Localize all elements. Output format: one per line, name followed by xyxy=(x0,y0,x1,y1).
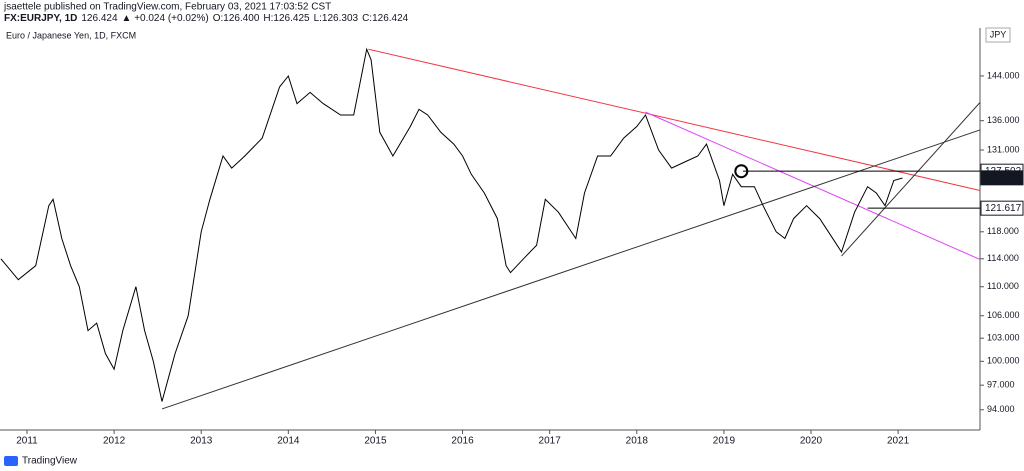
quote-item: H:126.425 xyxy=(263,13,310,24)
y-tick-label: 114.000 xyxy=(987,253,1019,263)
x-tick-label: 2019 xyxy=(713,436,736,447)
x-tick-label: 2016 xyxy=(451,436,474,447)
quote-line: FX:EURJPY, 1D 126.424 ▲ +0.024 (+0.02%) O:1… xyxy=(4,13,409,24)
y-tick-label: 136.000 xyxy=(987,115,1020,125)
y-tick-label: 97.000 xyxy=(987,380,1015,390)
trendline xyxy=(645,111,981,260)
y-tick-label: 106.000 xyxy=(987,310,1020,320)
trendline xyxy=(368,48,981,191)
x-tick-label: 2015 xyxy=(364,436,387,447)
x-tick-label: 2014 xyxy=(277,436,300,447)
price-label: 126.424 xyxy=(985,172,1022,183)
price-label: 121.617 xyxy=(985,203,1022,214)
x-tick-label: 2021 xyxy=(887,436,910,447)
y-tick-label: 110.000 xyxy=(987,281,1019,291)
y-tick-label: 100.000 xyxy=(987,356,1020,366)
brand-logo xyxy=(4,456,18,466)
quote-item: L:126.303 xyxy=(314,13,359,24)
x-tick-label: 2012 xyxy=(103,436,126,447)
x-tick-label: 2018 xyxy=(626,436,649,447)
quote-item: ▲ +0.024 (+0.02%) xyxy=(122,13,209,24)
chart-title: jsaettele published on TradingView.com, … xyxy=(3,2,331,13)
y-tick-label: 144.000 xyxy=(987,70,1020,80)
price-label-box xyxy=(980,170,1024,186)
x-tick-label: 2020 xyxy=(800,436,823,447)
brand: TradingView xyxy=(22,456,78,467)
x-tick-label: 2011 xyxy=(16,436,38,447)
x-tick-label: 2017 xyxy=(539,436,562,447)
highlight-circle xyxy=(734,164,749,179)
price-label-box xyxy=(980,200,1024,216)
quote-item: FX:EURJPY, 1D xyxy=(4,13,77,24)
currency: JPY xyxy=(990,29,1007,39)
currency-box xyxy=(985,27,1011,43)
quote-item: 126.424 xyxy=(81,13,118,24)
trendline xyxy=(161,129,981,410)
y-tick-label: 131.000 xyxy=(987,144,1020,154)
trendline xyxy=(841,102,981,257)
y-tick-label: 103.000 xyxy=(987,333,1020,343)
price-line xyxy=(0,47,903,402)
x-tick-label: 2013 xyxy=(190,436,213,447)
y-tick-label: 118.000 xyxy=(987,226,1019,236)
subtitle: Euro / Japanese Yen, 1D, FXCM xyxy=(6,30,136,40)
y-tick-label: 94.000 xyxy=(987,404,1015,414)
quote-item: C:126.424 xyxy=(362,13,409,24)
quote-item: O:126.400 xyxy=(213,13,260,24)
